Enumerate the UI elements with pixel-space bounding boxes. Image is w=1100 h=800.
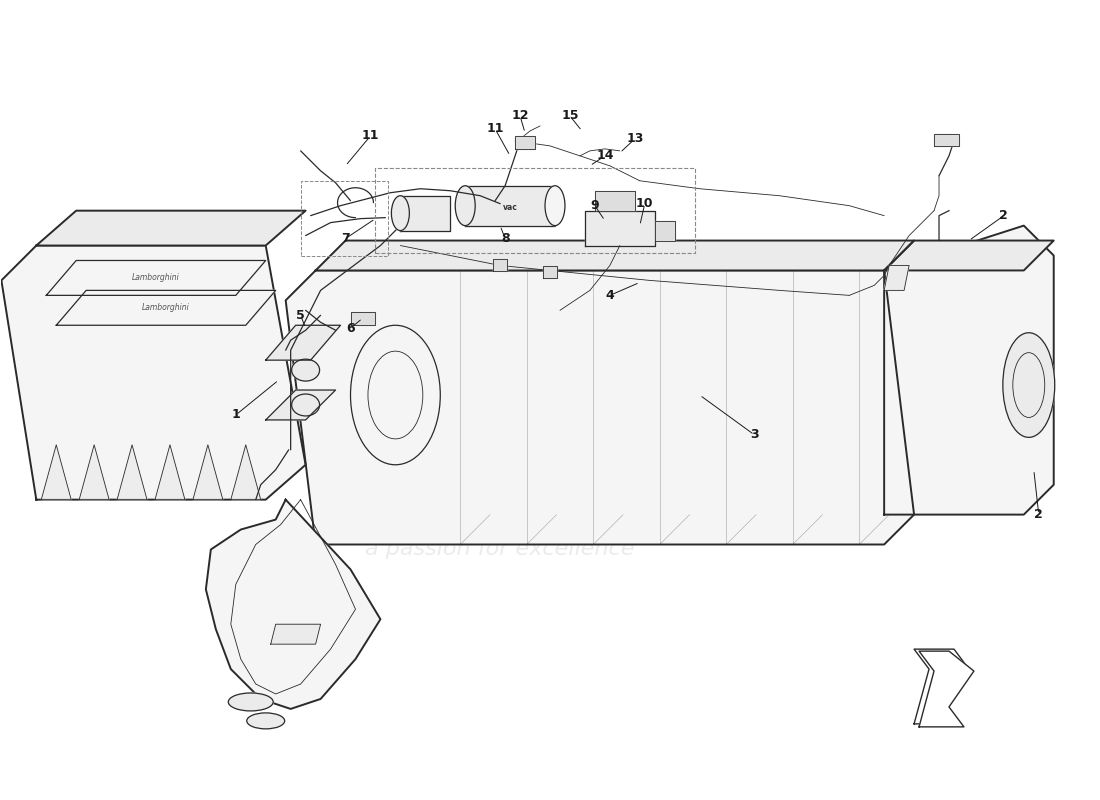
Text: Lamborghini: Lamborghini <box>142 303 190 312</box>
Bar <box>300 181 388 255</box>
Ellipse shape <box>292 359 320 381</box>
Ellipse shape <box>1003 333 1055 438</box>
Polygon shape <box>351 312 375 326</box>
Polygon shape <box>266 326 341 360</box>
Ellipse shape <box>544 186 565 226</box>
Ellipse shape <box>455 186 475 226</box>
Polygon shape <box>884 241 1054 270</box>
Polygon shape <box>515 136 535 149</box>
Polygon shape <box>920 651 974 727</box>
Polygon shape <box>884 266 909 290</box>
Polygon shape <box>117 445 147 500</box>
Text: a passion for excellence: a passion for excellence <box>365 539 635 559</box>
Text: 2: 2 <box>1000 209 1009 222</box>
Text: 6: 6 <box>346 322 355 334</box>
Text: 4: 4 <box>605 289 614 302</box>
Bar <box>493 259 507 271</box>
Polygon shape <box>654 221 674 241</box>
Polygon shape <box>595 190 635 210</box>
Ellipse shape <box>246 713 285 729</box>
Text: 7: 7 <box>341 232 350 245</box>
Polygon shape <box>206 500 381 709</box>
Text: 14: 14 <box>596 150 614 162</box>
Text: eurospares: eurospares <box>79 353 562 427</box>
Polygon shape <box>192 445 223 500</box>
Polygon shape <box>400 196 450 230</box>
Text: 15: 15 <box>561 110 579 122</box>
Ellipse shape <box>292 394 320 416</box>
Bar <box>375 168 694 253</box>
Polygon shape <box>286 270 914 545</box>
Polygon shape <box>884 226 1054 514</box>
Text: 3: 3 <box>750 428 759 442</box>
Ellipse shape <box>392 196 409 230</box>
Polygon shape <box>266 390 336 420</box>
Text: 10: 10 <box>636 197 653 210</box>
Polygon shape <box>79 445 109 500</box>
Text: 1: 1 <box>231 409 240 422</box>
Text: 12: 12 <box>512 110 529 122</box>
Polygon shape <box>465 186 556 226</box>
Polygon shape <box>46 261 266 295</box>
Polygon shape <box>1 246 306 500</box>
Text: 11: 11 <box>362 130 380 142</box>
Polygon shape <box>316 241 914 270</box>
Polygon shape <box>155 445 185 500</box>
Text: Lamborghini: Lamborghini <box>132 273 180 282</box>
Ellipse shape <box>229 693 273 711</box>
Polygon shape <box>914 649 969 724</box>
Polygon shape <box>42 445 72 500</box>
Text: 8: 8 <box>500 232 509 245</box>
Text: 5: 5 <box>296 309 305 322</box>
Bar <box>543 266 557 278</box>
Bar <box>934 134 959 146</box>
Text: 13: 13 <box>626 133 644 146</box>
Polygon shape <box>36 210 306 246</box>
Text: 11: 11 <box>486 122 504 135</box>
Polygon shape <box>231 445 261 500</box>
Polygon shape <box>271 624 320 644</box>
Text: 9: 9 <box>591 199 600 212</box>
Polygon shape <box>56 290 276 326</box>
Polygon shape <box>585 210 654 246</box>
Text: 2: 2 <box>1034 508 1043 521</box>
Text: vac: vac <box>503 203 517 212</box>
Ellipse shape <box>351 326 440 465</box>
